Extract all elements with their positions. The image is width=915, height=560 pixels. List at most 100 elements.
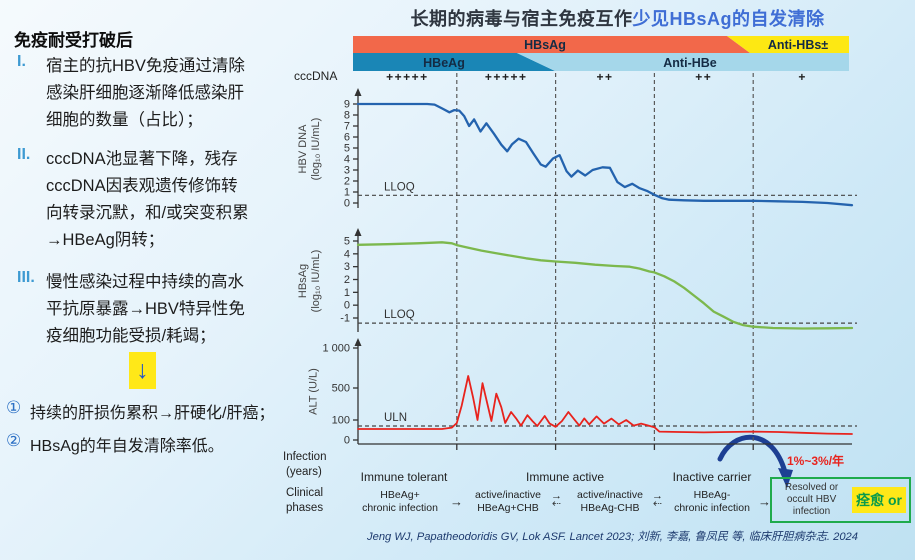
cccdna-label: cccDNA [294,69,338,83]
item-marker-3: III. [17,269,35,286]
cccdna-level: ++ [596,70,613,84]
cccdna-level: +++++ [386,70,429,84]
clinical-row-label-line2: phases [286,502,324,514]
hbsag-curve [356,241,854,330]
hbsag-tick-label: 4 [344,248,350,260]
cccdna-level: +++++ [485,70,528,84]
x-axis-label: Infection (years) [283,450,326,480]
phase-inactive-carrier: Inactive carrier [672,470,752,484]
resolved-line2: occult HBV [786,494,837,505]
bar-hbsag [353,36,750,53]
state1-line2: chronic infection [362,502,438,514]
bar-anti-hbe-label: Anti-HBe [663,56,717,70]
item-marker-2: II. [17,146,31,163]
arrow-state2-state3: → ⇠ [551,490,562,510]
citation: Jeng WJ, Papatheodoridis GV, Lok ASF. La… [367,531,858,543]
hbvdna-tick-label: 7 [344,121,350,133]
hbvdna-curve [356,102,854,207]
state2-line2: HBeAg+CHB [477,502,539,514]
arrow-left-dashed-icon: ⇠ [652,498,663,510]
hbvdna-axis-label: HBV DNA (log₁₀ IU/mL) [297,94,323,204]
bar-anti-hbs-label: Anti-HBs± [768,38,828,52]
annual-clearance-rate: 1%~3%/年 [787,454,845,468]
arrow-right-icon: → [551,490,562,502]
state-hbeag-pos-chronic-infection: HBeAg+ chronic infection [350,489,450,515]
state-hbeag-neg-chronic-infection: HBeAg- chronic infection [665,489,759,515]
resolved-line1: Resolved or [784,482,839,493]
arrow-state4-resolved: → [758,494,771,509]
alt-curve [357,375,853,435]
hbvdna-reference-label: LLOQ [384,181,415,193]
resolved-line3: infection [792,506,831,517]
title-prefix: 长期的病毒与宿主免疫互作 [410,9,633,29]
alt-tick-label: 1 000 [322,343,350,355]
hbvdna-tick-label: 1 [344,187,350,199]
state3-line1: active/inactive [577,489,643,501]
title-highlight: 少见HBsAg的自发清除 [632,9,825,29]
bar-hbsag-label: HBsAg [524,38,566,52]
hbsag-axis-label: HBsAg (log₁₀ IU/mL) [297,226,323,336]
arrow-left-dashed-icon: ⇠ [551,498,562,510]
resolved-box-text: Resolved or occult HBV infection [775,482,848,518]
hbvdna-tick-label: 8 [344,110,350,122]
hbsag-tick-label: 1 [344,287,350,299]
hbsag-tick-label: 5 [344,236,350,248]
conclusion-text-2: HBsAg的年自发清除率低。 [30,438,224,455]
spontaneous-clearance-arrow [717,434,788,475]
bar-anti-hbs [727,36,849,53]
alt-tick-label: 500 [332,383,350,395]
clinical-row-label-line1: Clinical [286,487,324,499]
hbsag-axis-label-line2: (log₁₀ IU/mL) [310,249,322,313]
hbvdna-tick-label: 5 [344,143,350,155]
hbvdna-axis-label-line2: (log₁₀ IU/mL) [310,117,322,181]
arrow-right-icon: → [652,490,663,502]
alt-tick-label: 0 [344,435,350,447]
hbsag-reference-label: LLOQ [384,309,415,321]
x-axis-label-line2: (years) [286,466,322,478]
bar-hbeag-label: HBeAg [423,56,465,70]
state2-line1: active/inactive [475,489,541,501]
hbvdna-tick-label: 6 [344,132,350,144]
hbsag-axis-arrowhead [354,228,362,236]
cure-label: 痊愈 or [852,487,906,513]
cccdna-level: + [798,70,807,84]
hbvdna-tick-label: 2 [344,176,350,188]
hbvdna-tick-label: 0 [344,198,350,210]
consequence-arrow-highlight: ↓ [129,352,156,389]
bar-hbeag [353,53,555,71]
resolved-occult-box: Resolved or occult HBV infection 痊愈 or [770,477,911,523]
conclusion-marker-2: ② [6,431,22,450]
hbsag-tick-label: 2 [344,274,350,286]
alt-reference-label: ULN [384,412,407,424]
phase-immune-active: Immune active [525,470,605,484]
arrow-state3-state4: → ⇠ [652,490,663,510]
bar-anti-hbe [517,53,849,71]
hbvdna-tick-label: 9 [344,99,350,111]
phase-immune-tolerant: Immune tolerant [360,470,448,484]
hbvdna-tick-label: 3 [344,165,350,177]
hbsag-tick-label: -1 [340,313,350,325]
state-hbeag-neg-chb: active/inactive HBeAg-CHB [564,489,656,515]
item-text-1: 宿主的抗HBV免疫通过清除感染肝细胞逐渐降低感染肝细胞的数量（占比）； [46,57,245,129]
clinical-phases-row-label: Clinical phases [286,486,323,516]
hbvdna-tick-label: 4 [344,154,350,166]
page-title: 长期的病毒与宿主免疫互作少见HBsAg的自发清除 [330,5,905,31]
state-hbeag-pos-chb: active/inactive HBeAg+CHB [462,489,554,515]
item-text-3: 慢性感染过程中持续的高水平抗原暴露→HBV特异性免疫细胞功能受损/耗竭； [46,273,245,345]
hbvdna-axis-arrowhead [354,88,362,96]
state4-line2: chronic infection [674,502,750,514]
state1-line1: HBeAg+ [380,489,420,501]
alt-axis-label-line1: ALT (U/L) [307,368,320,415]
arrow-state1-state2: → [450,494,463,509]
alt-tick-label: 100 [332,415,350,427]
x-axis-label-line1: Infection [283,451,327,463]
state4-line1: HBeAg- [693,489,731,501]
conclusion-marker-1: ① [6,398,22,417]
alt-axis-arrowhead [354,338,362,346]
conclusion-text-1: 持续的肝损伤累积→肝硬化/肝癌； [30,405,275,422]
hbvdna-axis-label-line1: HBV DNA [297,124,309,174]
hbsag-axis-label-line1: HBsAg [297,263,309,299]
state3-line2: HBeAg-CHB [580,502,640,514]
